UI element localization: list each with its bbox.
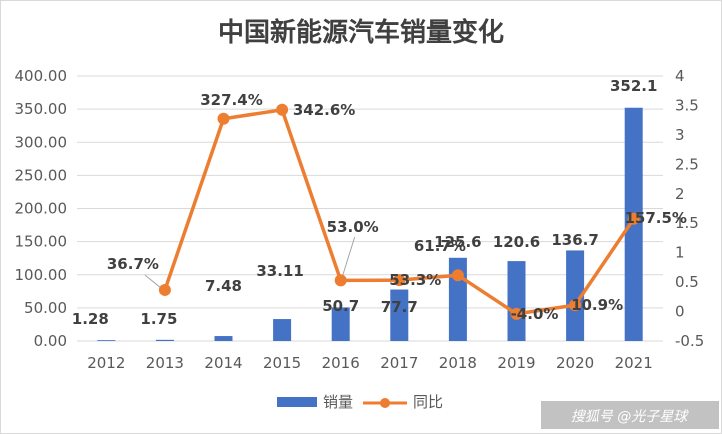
y-right-tick-label: -0.5 bbox=[675, 332, 704, 350]
bar bbox=[331, 307, 350, 341]
x-tick-label: 2021 bbox=[615, 354, 653, 372]
line-marker bbox=[217, 112, 230, 125]
bar bbox=[97, 340, 116, 341]
line-data-label: 53.0% bbox=[327, 218, 379, 236]
y-left-tick-label: 200.00 bbox=[15, 200, 68, 218]
line-marker bbox=[569, 299, 582, 312]
bar bbox=[507, 261, 526, 341]
gridlines bbox=[77, 75, 663, 342]
bar bbox=[566, 250, 585, 341]
line-data-label: 157.5% bbox=[624, 209, 686, 227]
x-tick-label: 2020 bbox=[556, 354, 594, 372]
y-left-tick-label: 400.00 bbox=[15, 67, 68, 85]
line-data-label: 36.7% bbox=[107, 255, 159, 273]
line-marker bbox=[158, 283, 171, 296]
line-data-label: 53.3% bbox=[389, 271, 441, 289]
x-tick-label: 2015 bbox=[263, 354, 301, 372]
bar-data-label: 125.6 bbox=[434, 233, 481, 251]
leader-line bbox=[342, 236, 356, 276]
y-left-tick-label: 150.00 bbox=[15, 233, 68, 251]
line-data-labels: 36.7% 327.4% 342.6% 53.0% 53.3% 61.7% -4.0% 10.… bbox=[107, 91, 687, 323]
y-right-tick-label: 2.5 bbox=[675, 155, 699, 173]
y-axis-right: -0.5 0 0.5 1 1.5 2 2.5 3 3.5 4 bbox=[675, 67, 704, 350]
line-marker bbox=[334, 274, 347, 287]
bar-data-label: 352.1 bbox=[610, 77, 657, 95]
line-data-label: 327.4% bbox=[200, 91, 262, 109]
line-marker bbox=[627, 212, 640, 225]
bar bbox=[390, 289, 409, 341]
watermark-background bbox=[541, 401, 719, 429]
bar bbox=[155, 339, 174, 341]
bar-data-label: 33.11 bbox=[256, 262, 303, 280]
line-data-label: 61.7% bbox=[414, 237, 466, 255]
y-left-tick-label: 0.00 bbox=[34, 332, 67, 350]
line-marker bbox=[451, 269, 464, 282]
y-left-tick-label: 250.00 bbox=[15, 166, 68, 184]
legend: 销量 同比 bbox=[277, 393, 443, 411]
legend-line-marker bbox=[380, 398, 390, 408]
legend-label: 销量 bbox=[323, 393, 353, 411]
chart-title: 中国新能源汽车销量变化 bbox=[218, 17, 504, 48]
line-marker bbox=[510, 307, 523, 320]
y-axis-left: 0.00 50.00 100.00 150.00 200.00 250.00 300.00 3… bbox=[15, 67, 68, 350]
line-data-label: 342.6% bbox=[293, 101, 355, 119]
bar-data-label: 136.7 bbox=[551, 231, 598, 249]
bar bbox=[273, 319, 292, 341]
bar-data-labels: 1.28 1.75 7.48 33.11 50.7 77.7 125.6 120.6 136.7… bbox=[72, 77, 658, 328]
y-left-tick-label: 350.00 bbox=[15, 100, 68, 118]
y-right-tick-label: 0.5 bbox=[675, 273, 699, 291]
x-tick-label: 2013 bbox=[146, 354, 184, 372]
bar-data-label: 120.6 bbox=[493, 233, 540, 251]
line-series bbox=[158, 103, 640, 320]
y-left-tick-label: 100.00 bbox=[15, 266, 68, 284]
y-right-tick-label: 4 bbox=[675, 67, 685, 85]
watermark: 搜狐号 @光子星球 bbox=[541, 401, 719, 429]
x-tick-label: 2014 bbox=[204, 354, 242, 372]
y-right-tick-label: 1 bbox=[675, 244, 685, 262]
leader-lines bbox=[144, 236, 356, 289]
bar-data-label: 50.7 bbox=[322, 297, 359, 315]
watermark-text: 搜狐号 @光子星球 bbox=[571, 409, 689, 425]
bar bbox=[214, 336, 233, 341]
leader-line bbox=[144, 274, 162, 289]
y-right-tick-label: 3 bbox=[675, 126, 685, 144]
x-tick-label: 2016 bbox=[322, 354, 360, 372]
x-tick-label: 2018 bbox=[439, 354, 477, 372]
x-tick-label: 2017 bbox=[380, 354, 418, 372]
y-left-tick-label: 50.00 bbox=[24, 299, 67, 317]
bar-data-label: 7.48 bbox=[205, 277, 242, 295]
x-axis: 2012 2013 2014 2015 2016 2017 2018 2019 2020 2021 bbox=[87, 354, 653, 372]
y-right-tick-label: 3.5 bbox=[675, 96, 699, 114]
y-right-tick-label: 1.5 bbox=[675, 214, 699, 232]
bar-data-label: 1.75 bbox=[140, 310, 177, 328]
bar-data-label: 1.28 bbox=[72, 310, 109, 328]
x-tick-label: 2012 bbox=[87, 354, 125, 372]
line-data-label: 10.9% bbox=[571, 296, 623, 314]
line-marker bbox=[393, 274, 406, 287]
legend-label: 同比 bbox=[413, 393, 443, 411]
line-data-label: -4.0% bbox=[511, 305, 559, 323]
line-marker bbox=[276, 103, 289, 116]
y-right-tick-label: 0 bbox=[675, 303, 685, 321]
y-right-tick-label: 2 bbox=[675, 185, 685, 203]
y-left-tick-label: 300.00 bbox=[15, 133, 68, 151]
legend-bar-swatch bbox=[277, 397, 317, 407]
bar-data-label: 77.7 bbox=[381, 298, 418, 316]
x-tick-label: 2019 bbox=[497, 354, 535, 372]
